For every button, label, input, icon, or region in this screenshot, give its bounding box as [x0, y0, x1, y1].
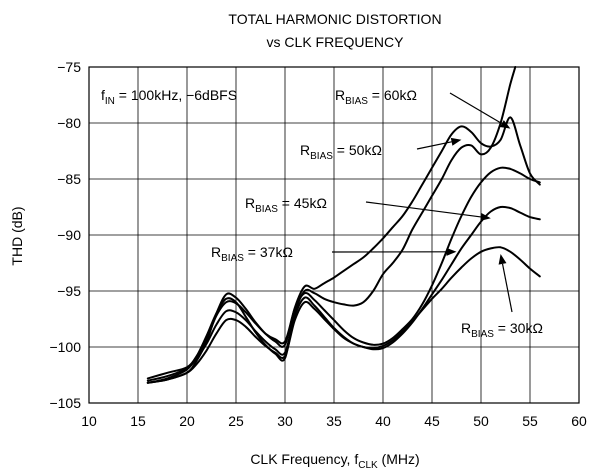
arrowhead-icon — [480, 212, 491, 221]
series-label-rbias-37k: RBIAS = 37kΩ — [211, 244, 293, 264]
annotation-arrow-rbias-50k — [416, 141, 452, 150]
x-tick-label: 50 — [473, 413, 489, 429]
series-lines — [146, 66, 541, 384]
x-tick-label: 10 — [81, 413, 97, 429]
y-axis-label: THD (dB) — [9, 206, 25, 265]
y-tick-label: −80 — [57, 115, 81, 131]
plot-frame — [88, 66, 580, 404]
y-tick-label: −95 — [57, 283, 81, 299]
series-label-rbias-50k: RBIAS = 50kΩ — [300, 142, 382, 162]
x-tick-label: 40 — [375, 413, 391, 429]
condition-subscript: IN — [105, 96, 115, 107]
x-axis-label-unit: (MHz) — [378, 451, 420, 467]
annotation-arrow-rbias-30k — [501, 263, 513, 313]
x-tick-label: 45 — [424, 413, 440, 429]
arrowhead-icon — [446, 247, 457, 256]
x-tick-label: 60 — [571, 413, 587, 429]
grid-lines — [89, 67, 579, 403]
x-tick-labels: 10 15 20 25 30 35 40 45 50 55 60 — [81, 413, 587, 429]
series-line-rbias-50k — [146, 116, 541, 384]
series-label-rbias-30k: RBIAS = 30kΩ — [461, 320, 543, 340]
chart-subtitle: vs CLK FREQUENCY — [267, 34, 405, 50]
arrowhead-icon — [498, 254, 507, 265]
series-label-rbias-45k: RBIAS = 45kΩ — [245, 195, 327, 215]
x-tick-label: 15 — [130, 413, 146, 429]
series-annotations: RBIAS = 60kΩ RBIAS = 50kΩ RBIAS = 45kΩ RBIA… — [211, 87, 543, 340]
annotation-arrow-rbias-45k — [365, 201, 481, 218]
x-axis-label-main: CLK Frequency, f — [250, 451, 358, 467]
y-tick-labels: −75 −80 −85 −90 −95 −100 −105 — [49, 59, 81, 411]
series-line-rbias-45k — [146, 166, 541, 380]
y-tick-label: −90 — [57, 227, 81, 243]
x-tick-label: 30 — [277, 413, 293, 429]
x-tick-label: 55 — [522, 413, 538, 429]
annotation-arrow-rbias-60k — [449, 92, 503, 125]
x-axis-label: CLK Frequency, fCLK (MHz) — [250, 451, 419, 471]
test-condition-label: fIN = 100kHz, −6dBFS — [101, 87, 237, 107]
y-tick-label: −100 — [49, 339, 81, 355]
condition-main: f — [101, 87, 105, 103]
series-line-rbias-30k — [146, 246, 541, 384]
x-tick-label: 20 — [179, 413, 195, 429]
series-line-rbias-60k — [146, 66, 517, 384]
y-tick-label: −105 — [49, 395, 81, 411]
y-tick-label: −75 — [57, 59, 81, 75]
x-tick-label: 25 — [228, 413, 244, 429]
arrowhead-icon — [499, 120, 511, 129]
x-axis-label-subscript: CLK — [358, 460, 378, 471]
chart-title: TOTAL HARMONIC DISTORTION — [228, 11, 441, 27]
arrowhead-icon — [450, 137, 462, 146]
condition-rest: = 100kHz, −6dBFS — [115, 87, 237, 103]
series-label-rbias-60k: RBIAS = 60kΩ — [335, 87, 417, 107]
y-tick-label: −85 — [57, 171, 81, 187]
x-tick-label: 35 — [326, 413, 342, 429]
